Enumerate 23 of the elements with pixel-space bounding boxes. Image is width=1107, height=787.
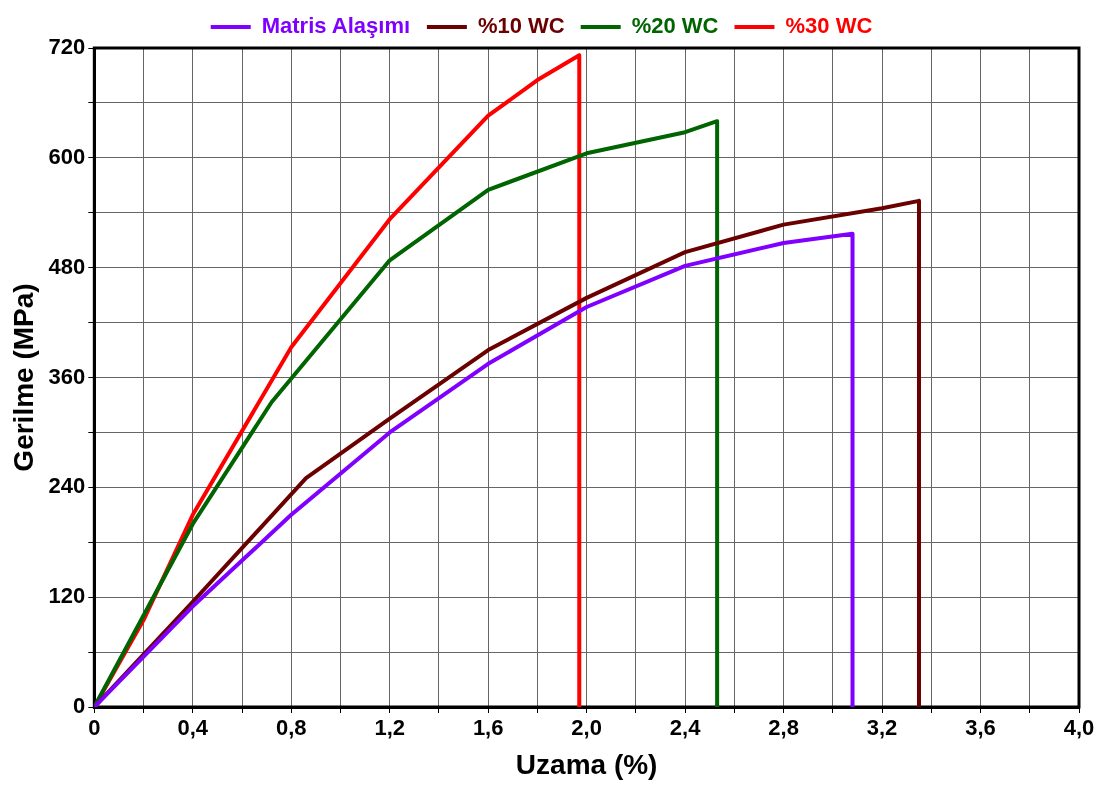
y-tick-label: 0 — [73, 693, 86, 719]
y-tick-label: 240 — [48, 473, 86, 499]
x-tick-label: 1,2 — [374, 715, 406, 741]
y-tick-label: 720 — [48, 34, 86, 60]
x-tick-label: 2,0 — [571, 715, 602, 741]
x-tick-label: 0,8 — [275, 715, 307, 741]
legend-label: %30 WC — [785, 13, 873, 39]
legend-label: Matris Alaşımı — [261, 13, 411, 39]
x-tick-label: 4,0 — [1063, 715, 1095, 741]
x-tick-label: 2,8 — [768, 715, 799, 741]
y-axis-title: Gerilme (MPa) — [7, 283, 39, 472]
x-tick-label: 2,4 — [669, 715, 702, 741]
y-tick-label: 360 — [48, 363, 86, 389]
y-tick-label: 480 — [48, 253, 86, 279]
x-tick-label: 3,6 — [965, 715, 996, 741]
legend-label: %20 WC — [631, 13, 719, 39]
y-tick-label: 120 — [48, 583, 86, 609]
x-tick-label: 1,6 — [472, 715, 504, 741]
legend-label: %10 WC — [477, 13, 565, 39]
x-axis-title: Uzama (%) — [515, 748, 658, 780]
y-tick-label: 600 — [48, 143, 86, 169]
x-tick-label: 3,2 — [866, 715, 898, 741]
x-tick-label: 0,4 — [177, 715, 209, 741]
